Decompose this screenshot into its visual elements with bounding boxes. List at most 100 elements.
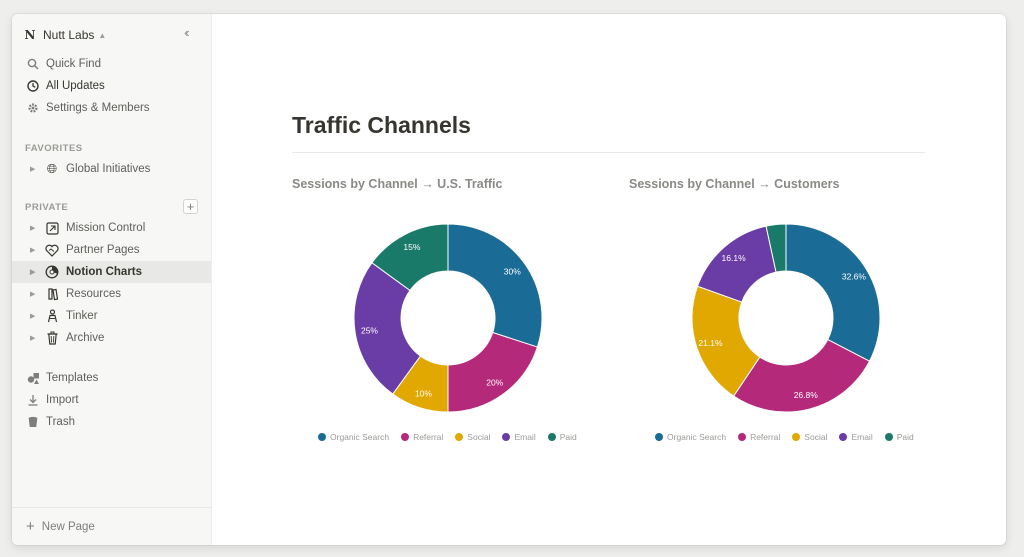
expand-triangle-icon[interactable]: ▶ bbox=[30, 335, 36, 342]
donut-slice-social[interactable] bbox=[691, 285, 761, 397]
legend-label: Referral bbox=[750, 432, 781, 442]
legend-label: Social bbox=[467, 432, 491, 442]
tinker-figure-icon bbox=[44, 308, 60, 324]
donut-slice-organic-search[interactable] bbox=[447, 223, 543, 348]
collapse-sidebar-icon[interactable]: ‹‹ bbox=[184, 25, 189, 40]
app-window: N Nutt Labs ▲︎ ‹‹ Quick Find All Updates… bbox=[12, 14, 1006, 545]
sidebar-item-archive[interactable]: ▶ Archive bbox=[12, 327, 211, 349]
search-icon bbox=[26, 57, 40, 71]
new-page-button[interactable]: + New Page bbox=[12, 507, 211, 545]
donut-slice-referral[interactable] bbox=[732, 338, 871, 413]
chart-title-customers: Sessions by Channel → Customers bbox=[629, 177, 840, 191]
add-page-button[interactable]: + bbox=[183, 199, 198, 214]
templates-icon bbox=[26, 371, 40, 385]
expand-triangle-icon[interactable]: ▶ bbox=[30, 313, 36, 320]
expand-triangle-icon[interactable]: ▶ bbox=[30, 247, 36, 254]
legend-swatch bbox=[792, 433, 801, 441]
legend-label: Organic Search bbox=[667, 432, 727, 442]
legend-swatch bbox=[318, 433, 326, 441]
legend-swatch bbox=[839, 433, 848, 441]
legend-item-email[interactable]: Email bbox=[839, 432, 873, 442]
expand-triangle-icon[interactable]: ▶ bbox=[30, 291, 36, 298]
chart-legend-customers: Organic Search Referral Social Email Paid bbox=[655, 432, 926, 442]
legend-label: Organic Search bbox=[330, 432, 390, 442]
download-icon bbox=[26, 393, 40, 407]
sidebar-item-label: Resources bbox=[66, 288, 121, 300]
legend-swatch bbox=[884, 433, 893, 441]
title-divider bbox=[292, 152, 925, 153]
handshake-heart-icon bbox=[44, 242, 60, 258]
expand-triangle-icon[interactable]: ▶ bbox=[30, 225, 36, 232]
legend-item-email[interactable]: Email bbox=[502, 432, 536, 442]
gear-icon bbox=[26, 101, 40, 115]
legend-swatch bbox=[547, 433, 556, 441]
sidebar-item-trash[interactable]: Trash bbox=[12, 411, 211, 433]
trash-icon bbox=[26, 415, 40, 429]
legend-item-organic-search[interactable]: Organic Search bbox=[655, 432, 726, 442]
legend-swatch bbox=[655, 433, 663, 441]
sidebar-item-label: Archive bbox=[66, 332, 105, 344]
donut-slice-referral[interactable] bbox=[447, 331, 539, 413]
expand-triangle-icon[interactable]: ▶ bbox=[30, 269, 36, 276]
data-label-social: 10% bbox=[415, 389, 432, 399]
chart-legend-us-traffic: Organic Search Referral Social Email Paid bbox=[318, 432, 589, 442]
legend-label: Email bbox=[514, 432, 536, 442]
legend-item-social[interactable]: Social bbox=[792, 432, 827, 442]
sidebar-item-label: Trash bbox=[46, 416, 75, 428]
private-section-label: PRIVATE bbox=[25, 202, 69, 213]
sidebar-item-label: Tinker bbox=[66, 310, 98, 322]
legend-swatch bbox=[502, 433, 511, 441]
sidebar-item-label: Global Initiatives bbox=[66, 163, 151, 175]
sidebar-item-global-initiatives[interactable]: ▶ 🌐︎ Global Initiatives bbox=[12, 158, 211, 180]
data-label-referral: 26.8% bbox=[794, 390, 819, 400]
bundle-icon bbox=[44, 286, 60, 302]
sidebar-item-partner-pages[interactable]: ▶ Partner Pages bbox=[12, 239, 211, 261]
sidebar-item-all-updates[interactable]: All Updates bbox=[12, 75, 211, 97]
donut-slice-organic-search[interactable] bbox=[785, 223, 881, 362]
sidebar-item-quick-find[interactable]: Quick Find bbox=[12, 53, 211, 75]
sidebar-item-label: Partner Pages bbox=[66, 244, 140, 256]
sidebar-item-mission-control[interactable]: ▶ Mission Control bbox=[12, 217, 211, 239]
sidebar-item-label: Notion Charts bbox=[66, 266, 143, 278]
legend-label: Social bbox=[804, 432, 828, 442]
data-label-organic-search: 32.6% bbox=[842, 272, 867, 282]
globe-icon: 🌐︎ bbox=[46, 161, 58, 176]
expand-triangle-icon[interactable]: ▶ bbox=[30, 166, 36, 173]
sidebar-item-label: All Updates bbox=[46, 80, 105, 92]
sidebar-item-settings[interactable]: Settings & Members bbox=[12, 97, 211, 119]
sidebar-item-notion-charts[interactable]: ▶ Notion Charts bbox=[12, 261, 211, 283]
pie-chart-icon bbox=[44, 264, 60, 280]
page-title[interactable]: Traffic Channels bbox=[292, 112, 471, 138]
legend-item-referral[interactable]: Referral bbox=[401, 432, 443, 442]
data-label-social: 21.1% bbox=[698, 338, 723, 348]
sidebar-item-import[interactable]: Import bbox=[12, 389, 211, 411]
sidebar-item-templates[interactable]: Templates bbox=[12, 367, 211, 389]
sidebar-item-tinker[interactable]: ▶ Tinker bbox=[12, 305, 211, 327]
sidebar-item-label: Templates bbox=[46, 372, 99, 384]
donut-chart-us-traffic: 30% 20% 10% 25% 15% bbox=[353, 223, 543, 413]
legend-item-paid[interactable]: Paid bbox=[884, 432, 914, 442]
legend-item-referral[interactable]: Referral bbox=[738, 432, 780, 442]
legend-swatch bbox=[401, 433, 410, 441]
legend-swatch bbox=[455, 433, 464, 441]
legend-item-social[interactable]: Social bbox=[455, 432, 490, 442]
new-page-label: New Page bbox=[41, 520, 95, 533]
donut-slice-paid[interactable] bbox=[371, 223, 449, 292]
plus-icon: + bbox=[26, 518, 35, 535]
sidebar-item-resources[interactable]: ▶ Resources bbox=[12, 283, 211, 305]
sidebar: N Nutt Labs ▲︎ ‹‹ Quick Find All Updates… bbox=[12, 14, 212, 545]
workspace-name: Nutt Labs bbox=[43, 28, 95, 42]
donut-slice-paid[interactable] bbox=[765, 223, 787, 273]
legend-label: Email bbox=[851, 432, 873, 442]
legend-swatch bbox=[738, 433, 747, 441]
legend-label: Referral bbox=[413, 432, 444, 442]
donut-slice-email[interactable] bbox=[353, 262, 422, 395]
square-arrow-icon bbox=[44, 220, 60, 236]
legend-item-organic-search[interactable]: Organic Search bbox=[318, 432, 389, 442]
workspace-switcher[interactable]: N Nutt Labs ▲︎ bbox=[22, 24, 107, 46]
donut-slice-email[interactable] bbox=[696, 225, 777, 303]
data-label-organic-search: 30% bbox=[504, 266, 521, 276]
workspace-logo: N bbox=[24, 28, 36, 42]
legend-item-paid[interactable]: Paid bbox=[547, 432, 577, 442]
main-content: Traffic Channels Sessions by Channel → U… bbox=[212, 14, 1006, 545]
